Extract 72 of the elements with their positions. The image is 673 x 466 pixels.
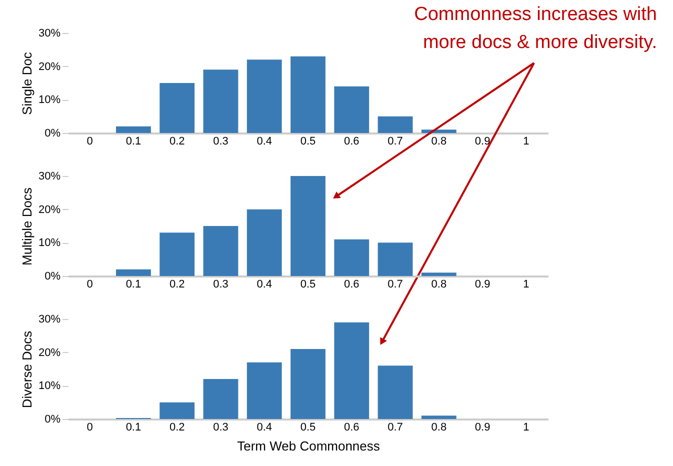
bar	[290, 56, 326, 133]
x-tick-label: 0.1	[126, 278, 142, 290]
bar	[160, 232, 195, 276]
x-tick-label: 0.1	[126, 422, 142, 434]
y-axis-title: Single Doc	[19, 52, 34, 115]
bar	[334, 86, 370, 133]
y-tick-label: 10%	[38, 380, 61, 392]
y-axis-title: Multiple Docs	[19, 186, 34, 266]
y-tick-label: 30%	[38, 170, 61, 182]
x-tick-label: 0.4	[256, 278, 272, 290]
x-tick-label: 0.5	[300, 136, 316, 148]
bar	[378, 366, 413, 419]
bar	[246, 209, 282, 276]
x-tick-label: 0.7	[388, 422, 403, 434]
y-tick-label: 0%	[44, 414, 61, 426]
bar	[116, 126, 151, 133]
bar	[421, 272, 456, 276]
y-axis-title: Diverse Docs	[19, 330, 34, 408]
x-tick-label: 0.2	[169, 278, 185, 290]
y-tick-label: 10%	[38, 94, 61, 106]
y-tick-label: 20%	[38, 346, 61, 359]
x-tick-label: 0	[86, 278, 93, 290]
x-tick-label: 1	[523, 278, 530, 290]
x-tick-label: 0.1	[126, 136, 142, 148]
x-tick-label: 0.4	[256, 422, 272, 434]
bar	[160, 402, 195, 419]
y-tick-label: 10%	[38, 237, 61, 250]
x-tick-label: 0.6	[344, 136, 360, 148]
x-tick-label: 1	[523, 422, 530, 434]
x-tick-label: 0.9	[474, 422, 490, 434]
bar	[378, 242, 413, 276]
x-tick-label: 0.8	[431, 278, 447, 290]
bar	[421, 416, 456, 419]
x-tick-label: 0.9	[474, 136, 490, 148]
x-tick-label: 1	[523, 136, 530, 148]
x-tick-label: 0.5	[300, 422, 316, 434]
bar	[334, 322, 370, 419]
bar	[246, 362, 282, 419]
x-tick-label: 0.8	[431, 422, 447, 434]
x-tick-label: 0.5	[300, 278, 316, 290]
x-tick-label: 0.6	[344, 278, 360, 290]
x-axis-title: Term Web Commonness	[237, 438, 380, 454]
y-tick-label: 30%	[38, 314, 61, 326]
bar	[290, 349, 326, 419]
y-tick-label: 0%	[44, 270, 61, 282]
bar	[203, 379, 238, 419]
bar	[378, 116, 413, 133]
bar	[116, 269, 151, 276]
x-tick-label: 0.6	[344, 422, 360, 434]
bar	[290, 176, 326, 276]
x-tick-label: 0.3	[213, 422, 228, 434]
x-tick-label: 0.2	[169, 136, 185, 148]
x-tick-label: 0.3	[213, 136, 228, 148]
annotation: Commonness increases with more docs & more diversity.	[414, 4, 657, 53]
y-tick-label: 20%	[38, 204, 61, 216]
bar	[334, 239, 370, 276]
bar	[160, 83, 195, 133]
y-tick-label: 30%	[38, 28, 61, 40]
x-tick-label: 0	[86, 136, 93, 148]
bar	[246, 60, 282, 133]
bar	[203, 70, 238, 133]
x-tick-label: 0	[86, 422, 93, 434]
x-tick-label: 0.8	[431, 136, 447, 148]
x-tick-label: 0.3	[213, 278, 228, 290]
x-tick-label: 0.7	[388, 278, 403, 290]
x-tick-label: 0.4	[256, 136, 272, 148]
x-tick-label: 0.7	[388, 136, 403, 148]
y-tick-label: 20%	[38, 60, 61, 73]
x-tick-label: 0.9	[474, 278, 490, 290]
bar	[203, 226, 238, 276]
y-tick-label: 0%	[44, 128, 61, 140]
x-tick-label: 0.2	[169, 422, 185, 434]
